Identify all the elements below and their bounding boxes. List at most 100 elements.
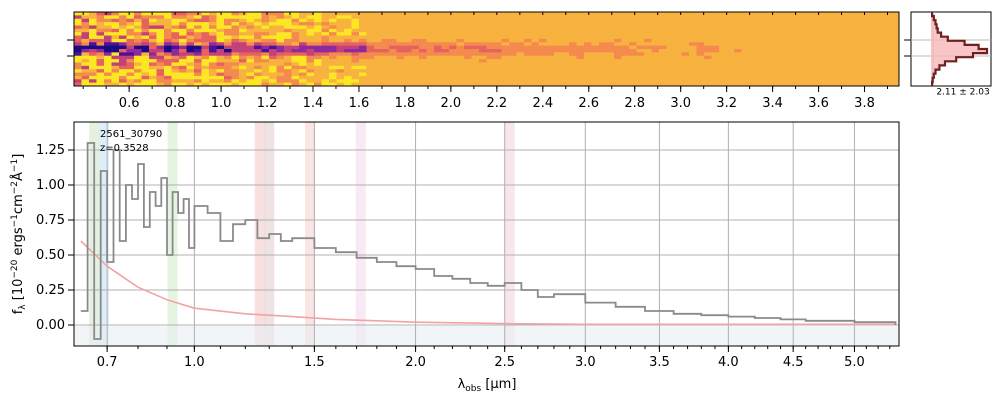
- heatmap-cell: [779, 59, 787, 63]
- heatmap-cell: [704, 82, 712, 87]
- heatmap-cell: [441, 79, 450, 84]
- heatmap-cell: [111, 15, 120, 20]
- heatmap-cell: [306, 79, 315, 84]
- heatmap-cell: [449, 22, 457, 26]
- heatmap-cell: [741, 79, 750, 84]
- heatmap-cell: [636, 79, 645, 84]
- object-id-annotation: 2561_30790: [100, 129, 162, 140]
- heatmap-cell: [696, 49, 705, 53]
- heatmap-cell: [756, 69, 765, 74]
- heatmap-cell: [584, 12, 592, 16]
- heatmap-cell: [104, 28, 112, 33]
- heatmap-cell: [441, 49, 450, 53]
- heatmap-cell: [591, 25, 600, 30]
- heatmap-cell: [381, 55, 390, 60]
- heatmap-cell: [434, 38, 442, 43]
- heatmap-cell: [149, 22, 157, 26]
- heatmap-cell: [764, 38, 772, 43]
- heatmap-cell: [711, 75, 720, 80]
- heatmap-cell: [284, 28, 292, 33]
- heatmap-cell: [734, 72, 742, 77]
- x-tick-label: 1.8: [395, 96, 416, 111]
- heatmap-cell: [884, 65, 892, 70]
- heatmap-cell: [456, 62, 465, 67]
- heatmap-cell: [516, 35, 525, 40]
- heatmap-cell: [471, 28, 480, 33]
- heatmap-cell: [156, 45, 165, 50]
- heatmap-cell: [104, 15, 112, 20]
- heatmap-cell: [434, 69, 442, 74]
- heatmap-cell: [614, 75, 622, 80]
- heatmap-cell: [231, 62, 240, 67]
- heatmap-cell: [749, 35, 757, 40]
- heatmap-cell: [464, 45, 472, 50]
- heatmap-cell: [201, 28, 210, 33]
- heatmap-cell: [119, 69, 127, 74]
- heatmap-cell: [479, 49, 487, 53]
- heatmap-cell: [224, 69, 232, 74]
- heatmap-cell: [306, 28, 315, 33]
- heatmap-cell: [509, 42, 517, 47]
- heatmap-cell: [171, 18, 180, 23]
- heatmap-cell: [614, 42, 622, 47]
- heatmap-cell: [419, 59, 427, 63]
- heatmap-cell: [269, 15, 277, 20]
- heatmap-cell: [231, 72, 240, 77]
- heatmap-cell: [411, 72, 420, 77]
- heatmap-cell: [396, 25, 405, 30]
- heatmap-cell: [861, 22, 870, 26]
- heatmap-cell: [674, 38, 682, 43]
- heatmap-cell: [426, 28, 435, 33]
- heatmap-cell: [426, 59, 435, 63]
- heatmap-cell: [614, 72, 622, 77]
- heatmap-cell: [801, 45, 810, 50]
- heatmap-cell: [351, 65, 360, 70]
- heatmap-cell: [726, 45, 735, 50]
- heatmap-cell: [119, 22, 127, 26]
- heatmap-cell: [764, 65, 772, 70]
- x-tick-label: 2.0: [405, 355, 426, 370]
- heatmap-cell: [816, 59, 825, 63]
- heatmap-cell: [494, 15, 502, 20]
- heatmap-cell: [554, 22, 562, 26]
- heatmap-cell: [741, 75, 750, 80]
- heatmap-cell: [561, 35, 570, 40]
- heatmap-cell: [194, 49, 202, 53]
- heatmap-cell: [261, 32, 270, 37]
- heatmap-cell: [666, 62, 675, 67]
- heatmap-cell: [584, 35, 592, 40]
- heatmap-cell: [644, 82, 652, 87]
- heatmap-cell: [764, 12, 772, 16]
- heatmap-cell: [606, 65, 615, 70]
- heatmap-cell: [674, 15, 682, 20]
- heatmap-cell: [524, 65, 532, 70]
- heatmap-cell: [531, 75, 540, 80]
- heatmap-cell: [869, 22, 877, 26]
- x-axis-label: λobs [μm]: [458, 377, 517, 394]
- heatmap-cell: [224, 42, 232, 47]
- heatmap-cell: [576, 59, 585, 63]
- heatmap-cell: [246, 45, 255, 50]
- heatmap-cell: [149, 72, 157, 77]
- heatmap-cell: [389, 62, 397, 67]
- heatmap-cell: [74, 59, 82, 63]
- heatmap-cell: [764, 45, 772, 50]
- heatmap-cell: [134, 49, 142, 53]
- heatmap-cell: [839, 35, 847, 40]
- heatmap-cell: [291, 72, 300, 77]
- heatmap-cell: [711, 59, 720, 63]
- heatmap-cell: [374, 32, 382, 37]
- heatmap-cell: [434, 15, 442, 20]
- heatmap-cell: [126, 15, 135, 20]
- heatmap-cell: [351, 38, 360, 43]
- heatmap-cell: [104, 59, 112, 63]
- heatmap-cell: [449, 62, 457, 67]
- heatmap-cell: [359, 42, 367, 47]
- heatmap-cell: [231, 25, 240, 30]
- heatmap-cell: [501, 32, 510, 37]
- heatmap-cell: [164, 82, 172, 87]
- heatmap-cell: [494, 75, 502, 80]
- heatmap-cell: [606, 45, 615, 50]
- x-tick-label: 3.5: [649, 355, 670, 370]
- heatmap-cell: [374, 35, 382, 40]
